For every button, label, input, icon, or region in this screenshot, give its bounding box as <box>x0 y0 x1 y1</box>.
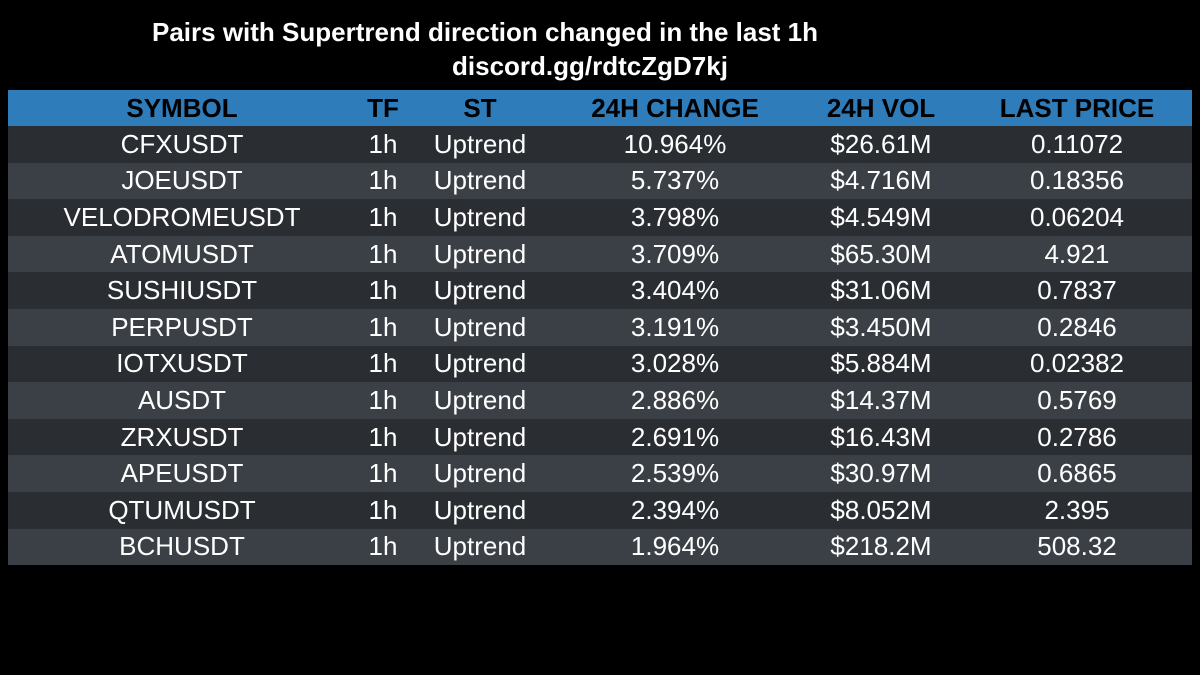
cell-st: Uptrend <box>433 494 527 525</box>
table-row: IOTXUSDT 1h Uptrend 3.028% $5.884M 0.02382 <box>8 345 1192 383</box>
table-row: APEUSDT 1h Uptrend 2.539% $30.97M 0.6865 <box>8 455 1192 492</box>
cell-change: 3.709% <box>630 238 720 269</box>
cell-vol: $30.97M <box>830 458 932 489</box>
cell-tf: 1h <box>368 238 398 269</box>
cell-st: Uptrend <box>433 311 527 342</box>
cell-vol: $4.716M <box>830 165 932 196</box>
cell-price: 0.7837 <box>1037 275 1117 306</box>
cell-change: 2.539% <box>630 458 720 489</box>
discord-link: discord.gg/rdtcZgD7kj <box>452 51 728 81</box>
cell-symbol: ZRXUSDT <box>120 421 244 452</box>
cell-st: Uptrend <box>433 275 527 306</box>
cell-tf: 1h <box>368 165 398 196</box>
cell-st: Uptrend <box>433 458 527 489</box>
cell-symbol: ATOMUSDT <box>110 238 254 269</box>
cell-st: Uptrend <box>433 384 527 415</box>
cell-price: 2.395 <box>1044 494 1110 525</box>
cell-tf: 1h <box>368 494 398 525</box>
cell-st: Uptrend <box>433 201 527 232</box>
table-row: VELODROMEUSDT 1h Uptrend 3.798% $4.549M 0.062… <box>8 199 1192 236</box>
cell-change: 1.964% <box>630 531 720 562</box>
cell-vol: $26.61M <box>830 128 932 159</box>
column-header-symbol: SYMBOL <box>126 92 238 123</box>
cell-symbol: IOTXUSDT <box>116 348 248 379</box>
table-row: BCHUSDT 1h Uptrend 1.964% $218.2M 508.32 <box>8 528 1192 566</box>
cell-vol: $4.549M <box>830 201 932 232</box>
cell-change: 2.394% <box>630 494 720 525</box>
cell-vol: $16.43M <box>830 421 932 452</box>
table-row: ATOMUSDT 1h Uptrend 3.709% $65.30M 4.921 <box>8 235 1192 273</box>
cell-price: 0.11072 <box>1030 128 1124 159</box>
cell-tf: 1h <box>368 311 398 342</box>
page-title: Pairs with Supertrend direction changed … <box>152 17 819 47</box>
pairs-table: SYMBOL TF ST 24H CHANGE 24H VOL LAST PRI… <box>8 90 1192 566</box>
cell-vol: $5.884M <box>830 348 932 379</box>
cell-price: 0.02382 <box>1030 348 1124 379</box>
table-row: ZRXUSDT 1h Uptrend 2.691% $16.43M 0.2786 <box>8 418 1192 456</box>
cell-vol: $31.06M <box>830 275 932 306</box>
table-row: JOEUSDT 1h Uptrend 5.737% $4.716M 0.18356 <box>8 162 1192 200</box>
cell-change: 3.404% <box>630 275 720 306</box>
cell-vol: $14.37M <box>830 384 932 415</box>
cell-change: 2.886% <box>630 384 720 415</box>
cell-price: 0.2786 <box>1037 421 1117 452</box>
cell-change: 10.964% <box>623 128 727 159</box>
cell-st: Uptrend <box>433 238 527 269</box>
cell-tf: 1h <box>368 384 398 415</box>
cell-symbol: AUSDT <box>137 384 227 415</box>
cell-tf: 1h <box>368 348 398 379</box>
cell-change: 5.737% <box>630 165 720 196</box>
cell-st: Uptrend <box>433 165 527 196</box>
cell-vol: $218.2M <box>830 531 932 562</box>
cell-vol: $65.30M <box>830 238 932 269</box>
table-body: CFXUSDT 1h Uptrend 10.964% $26.61M 0.11072 JOE… <box>8 126 1192 566</box>
column-header-vol: 24H VOL <box>826 92 936 123</box>
cell-tf: 1h <box>368 201 398 232</box>
cell-st: Uptrend <box>433 128 527 159</box>
table-row: QTUMUSDT 1h Uptrend 2.394% $8.052M 2.395 <box>8 491 1192 529</box>
cell-symbol: PERPUSDT <box>111 311 253 342</box>
cell-price: 0.5769 <box>1037 384 1117 415</box>
column-header-tf: TF <box>367 92 399 123</box>
cell-tf: 1h <box>368 531 398 562</box>
cell-price: 0.06204 <box>1030 201 1124 232</box>
cell-symbol: CFXUSDT <box>120 128 244 159</box>
column-header-change: 24H CHANGE <box>591 92 759 123</box>
cell-price: 0.6865 <box>1037 458 1117 489</box>
cell-st: Uptrend <box>433 421 527 452</box>
table-row: PERPUSDT 1h Uptrend 3.191% $3.450M 0.2846 <box>8 308 1192 346</box>
cell-symbol: VELODROMEUSDT <box>63 201 301 232</box>
cell-change: 3.798% <box>630 201 720 232</box>
table-row: AUSDT 1h Uptrend 2.886% $14.37M 0.5769 <box>8 382 1192 419</box>
cell-vol: $8.052M <box>830 494 932 525</box>
cell-price: 0.2846 <box>1037 311 1117 342</box>
cell-symbol: SUSHIUSDT <box>106 275 258 306</box>
table-header-row: SYMBOL TF ST 24H CHANGE 24H VOL LAST PRI… <box>8 90 1192 126</box>
cell-symbol: APEUSDT <box>120 458 244 489</box>
cell-change: 3.028% <box>630 348 720 379</box>
table-row: CFXUSDT 1h Uptrend 10.964% $26.61M 0.11072 <box>8 126 1192 163</box>
cell-tf: 1h <box>368 275 398 306</box>
cell-tf: 1h <box>368 128 398 159</box>
cell-symbol: BCHUSDT <box>119 531 245 562</box>
cell-tf: 1h <box>368 458 398 489</box>
cell-tf: 1h <box>368 421 398 452</box>
cell-price: 508.32 <box>1037 531 1117 562</box>
cell-price: 4.921 <box>1044 238 1110 269</box>
column-header-st: ST <box>463 92 497 123</box>
cell-st: Uptrend <box>433 531 527 562</box>
cell-symbol: JOEUSDT <box>121 165 243 196</box>
cell-st: Uptrend <box>433 348 527 379</box>
table-row: SUSHIUSDT 1h Uptrend 3.404% $31.06M 0.7837 <box>8 272 1192 309</box>
cell-price: 0.18356 <box>1030 165 1124 196</box>
cell-vol: $3.450M <box>830 311 932 342</box>
cell-change: 3.191% <box>630 311 720 342</box>
cell-symbol: QTUMUSDT <box>108 494 256 525</box>
column-header-price: LAST PRICE <box>999 92 1155 123</box>
cell-change: 2.691% <box>630 421 720 452</box>
